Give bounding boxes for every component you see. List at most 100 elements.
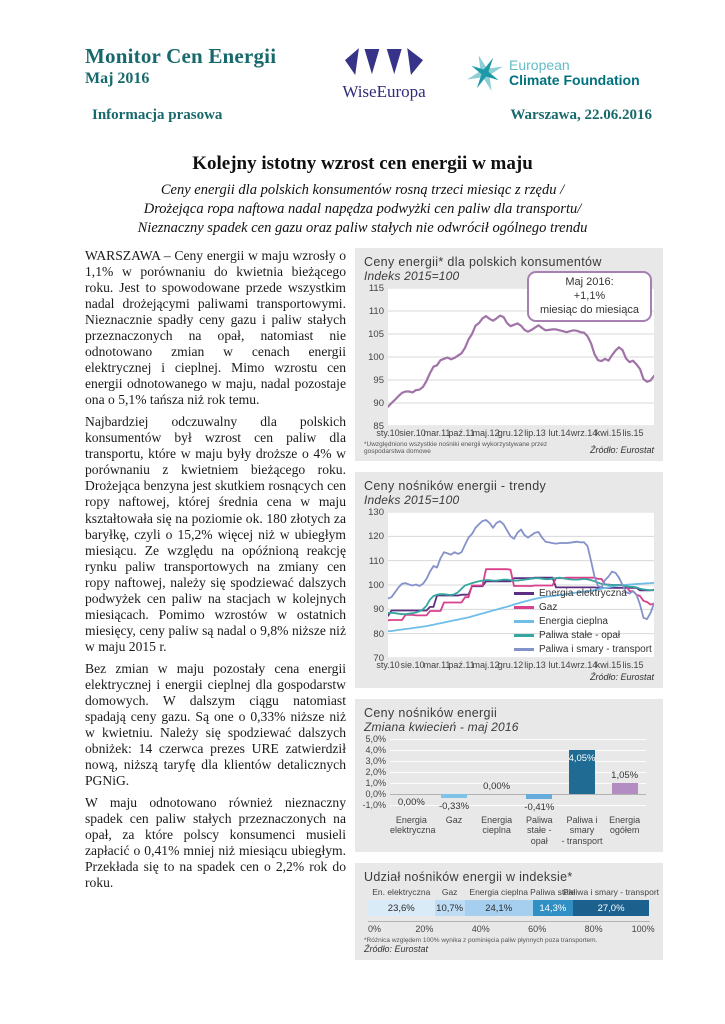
category-label: Gaz	[445, 815, 463, 825]
line-plot	[387, 511, 655, 659]
chart-title: Udział nośników energii w indeksie*	[364, 870, 573, 885]
subheadline-line: Drożejąca ropa naftowa nadal napędza pod…	[143, 201, 582, 218]
x-tick-label: gru.12	[497, 660, 524, 670]
y-tick-label: 100	[368, 580, 384, 591]
y-tick-label: 110	[368, 555, 384, 567]
segment: 14,3%	[532, 900, 573, 917]
category-label: Energia elektryczna	[390, 815, 436, 836]
category-label: Energia ogółem	[609, 815, 641, 836]
annotation-may-2016: Maj 2016: +1,1% miesiąc do miesiąca	[526, 271, 652, 323]
chart-title: Ceny nośników energii - trendy	[364, 479, 547, 493]
axis-tick-label: 40%	[471, 924, 490, 935]
y-tick-label: 90	[373, 398, 384, 409]
legend-swatch	[514, 620, 534, 623]
axis-tick-label: 80%	[584, 924, 603, 935]
series-line	[387, 581, 655, 633]
paragraph: Bez zmian w maju pozostały cena energii …	[85, 660, 346, 788]
x-tick-label: wrz.14	[570, 660, 598, 670]
chart-card-index-shares: Udział nośników energii w indeksie* En. …	[355, 863, 663, 961]
bar	[569, 749, 595, 794]
segment: 27,0%	[572, 900, 650, 917]
ecf-logo-text: European Climate Foundation	[509, 58, 640, 87]
paragraph: Najbardziej odczuwalny dla polskich kons…	[85, 414, 346, 654]
y-tick-label: 95	[373, 375, 384, 386]
annotation-line: Maj 2016:	[565, 276, 614, 288]
y-tick-label: 4,0%	[365, 745, 386, 755]
y-tick-label: 120	[368, 531, 384, 543]
legend-label: Paliwa stałe - opał	[539, 630, 621, 641]
x-tick-label: mar.11	[423, 428, 451, 438]
brand-block: Monitor Cen Energii Maj 2016	[85, 44, 276, 88]
chart-subtitle: Zmiana kwiecień - maj 2016	[364, 720, 519, 734]
chart-source: Źródło: Eurostat	[589, 445, 654, 455]
series-line	[386, 314, 656, 408]
y-tick-label: 3,0%	[365, 756, 386, 766]
y-tick-label: 80	[373, 628, 384, 640]
chart-title: Ceny nośników energii	[364, 706, 498, 720]
chart-source: Źródło: Eurostat	[364, 944, 429, 955]
chart-card-consumer-energy-prices: Ceny energii* dla polskich konsumentów I…	[355, 248, 663, 461]
segment: 24,1%	[464, 900, 533, 917]
legend-label: Paliwa i smary - transport	[539, 644, 652, 655]
x-tick-label: wrz.14	[570, 428, 598, 438]
x-tick-label: paź.11	[448, 428, 475, 438]
gridline	[390, 739, 646, 740]
y-tick-label: 70	[373, 653, 384, 664]
x-tick-label: sty.10	[376, 428, 400, 438]
x-tick-label: lip.13	[524, 428, 546, 438]
legend-item: Paliwa stałe - opał	[514, 630, 652, 641]
category-labels: Energia elektryczna Gaz Energia cieplna Pal…	[390, 815, 646, 846]
gridline	[390, 750, 646, 751]
x-tick-label: lis.15	[622, 660, 644, 670]
wiseeuropa-logo-icon	[345, 48, 423, 75]
legend-item: Paliwa i smary - transport	[514, 644, 652, 655]
y-tick-label: 2,0%	[365, 767, 386, 777]
y-tick-label: 90	[373, 604, 384, 616]
y-tick-label: 0,0%	[365, 789, 386, 799]
segment-header: Gaz	[441, 887, 458, 898]
y-tick-label: 100	[368, 352, 384, 363]
x-tick-label: lut.14	[548, 428, 571, 438]
article-subheadline: Ceny energii dla polskich konsumentów ro…	[0, 181, 725, 238]
y-tick-label: 105	[368, 329, 384, 340]
gridline	[390, 805, 646, 806]
chart-source: Źródło: Eurostat	[589, 672, 654, 682]
chart-card-energy-carriers-trends: Ceny nośników energii - trendy Indeks 20…	[355, 472, 663, 688]
x-tick-label: sier.10	[399, 428, 426, 438]
dateline: Warszawa, 22.06.2016	[510, 107, 652, 123]
bar	[441, 794, 467, 798]
legend-item: Energia cieplna	[514, 616, 652, 627]
subheadline-line: Ceny energii dla polskich konsumentów ro…	[160, 182, 565, 198]
plot-wrap: 115 110 105 100 95 90 85 Maj 2016: +1,1% miesi…	[364, 271, 656, 432]
bar-value-label: 0,00%	[397, 797, 425, 808]
annotation-line: +1,1%	[573, 289, 606, 302]
x-tick-label: gru.12	[497, 428, 524, 438]
stacked-bar: 23,6% 10,7% 24,1% 14,3% 27,0%	[368, 900, 650, 917]
content-columns: WARSZAWA – Ceny energii w maju wzrosły o…	[85, 248, 663, 961]
y-tick-label: 110	[368, 306, 384, 317]
category-label: Paliwa stałe - opał	[526, 815, 553, 846]
series-line	[387, 519, 655, 620]
x-tick-label: sie.10	[400, 660, 425, 670]
x-tick-label: maj.12	[472, 660, 500, 670]
plot-wrap: 5,0% 4,0% 3,0% 2,0% 1,0% 0,0% -1,0% 0,00% -0,33…	[362, 734, 654, 813]
category-label: Energia cieplna	[481, 815, 513, 836]
x-tick-label: maj.12	[472, 428, 500, 438]
series-line	[387, 576, 655, 616]
plot-wrap: 130 120 110 100 90 80 70 Energia elektryczna Ga…	[364, 507, 655, 664]
legend-swatch	[514, 648, 534, 651]
ecf-logo: European Climate Foundation	[466, 54, 640, 92]
x-tick-label: lip.13	[524, 660, 546, 670]
chart-footnote: *Uwzględniono wszystkie nośniki energii …	[364, 441, 548, 455]
press-label: Informacja prasowa	[92, 107, 223, 123]
bar	[611, 782, 638, 794]
legend-item: Gaz	[514, 602, 652, 613]
legend-swatch	[514, 592, 534, 595]
ecf-logo-line2: Climate Foundation	[509, 72, 640, 88]
legend-item: Energia elektryczna	[514, 588, 652, 599]
x-axis-labels: 0% 20% 40% 60% 80% 100%	[368, 921, 655, 935]
y-axis-labels: 5,0% 4,0% 3,0% 2,0% 1,0% 0,0% -1,0%	[362, 734, 390, 810]
bar-value-label: 0,00%	[483, 781, 511, 792]
x-axis-labels: sty.10 sier.10 mar.11 paź.11 maj.12 gru.12 lip…	[376, 426, 654, 438]
